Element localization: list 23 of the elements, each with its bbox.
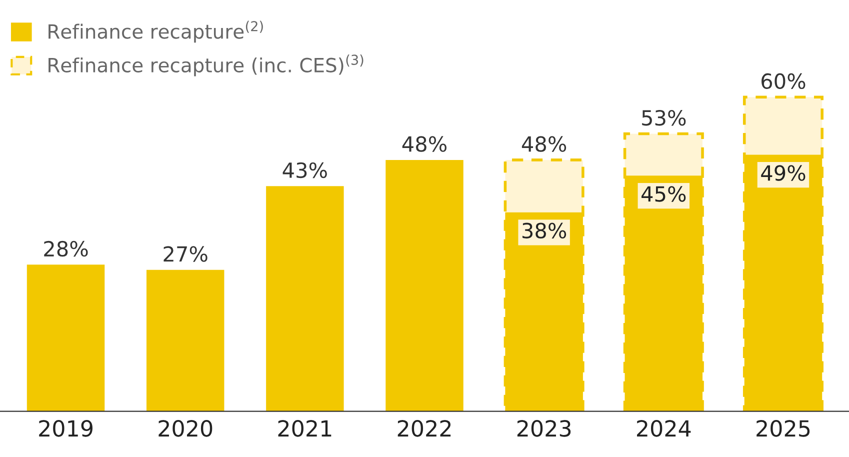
bar xyxy=(26,264,105,412)
x-tick-label: 2020 xyxy=(158,420,212,437)
data-label: 28% xyxy=(44,240,88,257)
data-label: 53% xyxy=(642,110,686,126)
bar xyxy=(386,160,464,412)
data-label: 45% xyxy=(642,186,686,202)
x-tick-label: 2022 xyxy=(398,420,451,437)
legend-label: Refinance recapture$^{(2)}$ xyxy=(48,20,263,43)
legend-label: Refinance recapture (inc. CES)$^{(3)}$ xyxy=(48,54,364,76)
data-label: 38% xyxy=(522,222,566,238)
data-label: 48% xyxy=(402,136,447,152)
data-label: 60% xyxy=(762,73,806,90)
data-label: 43% xyxy=(282,162,327,178)
bar xyxy=(266,186,344,412)
bar xyxy=(146,270,224,412)
x-tick-label: 2023 xyxy=(517,420,571,437)
x-tick-label: 2025 xyxy=(756,420,810,437)
data-label: 49% xyxy=(761,165,806,181)
x-tick-label: 2019 xyxy=(39,420,92,437)
x-tick-label: 2021 xyxy=(278,420,332,437)
data-label: 27% xyxy=(164,246,208,262)
x-tick-label: 2024 xyxy=(637,420,691,437)
data-label: 48% xyxy=(522,136,566,152)
